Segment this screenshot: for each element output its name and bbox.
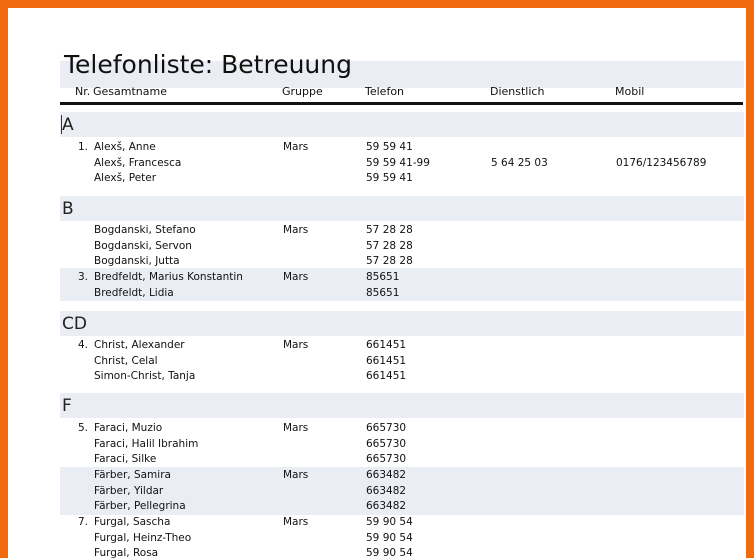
cell-gruppe: Mars <box>283 271 309 283</box>
cell-gruppe: Mars <box>283 422 309 434</box>
cell-telefon: 59 90 54 <box>366 547 413 558</box>
cell-gruppe: Mars <box>283 141 309 153</box>
cell-name: Bredfeldt, Marius Konstantin <box>94 271 243 283</box>
cell-name: Bogdanski, Stefano <box>94 224 196 236</box>
header-telefon: Telefon <box>365 85 405 98</box>
cell-name: Färber, Pellegrina <box>94 500 186 512</box>
section-letter: B <box>62 199 74 219</box>
text-cursor <box>61 115 62 134</box>
cell-name: Faraci, Muzio <box>94 422 163 434</box>
cell-telefon: 665730 <box>366 438 407 450</box>
cell-nr: 5. <box>77 422 88 434</box>
header-rule <box>60 102 743 105</box>
cell-name: Christ, Alexander <box>94 339 185 351</box>
cell-name: Furgal, Heinz-Theo <box>94 532 192 544</box>
cell-telefon: 57 28 28 <box>366 255 413 267</box>
cell-name: Bogdanski, Servon <box>94 240 192 252</box>
report-title: Telefonliste: Betreuung <box>64 50 352 79</box>
cell-telefon: 59 59 41-99 <box>366 157 430 169</box>
section-letter: F <box>62 396 72 416</box>
cell-telefon: 85651 <box>366 287 400 299</box>
cell-telefon: 663482 <box>366 469 407 481</box>
header-nr: Nr. <box>75 85 91 98</box>
row-band <box>60 268 744 301</box>
cell-telefon: 85651 <box>366 271 400 283</box>
cell-name: Bogdanski, Jutta <box>94 255 180 267</box>
cell-telefon: 663482 <box>366 485 407 497</box>
cell-telefon: 59 90 54 <box>366 516 413 528</box>
section-header-a: A <box>60 112 744 137</box>
section-header-f: F <box>60 393 744 418</box>
cell-mobil: 0176/123456789 <box>616 157 707 169</box>
cell-telefon: 57 28 28 <box>366 224 413 236</box>
cell-telefon: 57 28 28 <box>366 240 413 252</box>
section-letter: A <box>62 115 74 135</box>
cell-name: Simon-Christ, Tanja <box>94 370 196 382</box>
header-mobil: Mobil <box>615 85 645 98</box>
cell-name: Furgal, Rosa <box>94 547 159 558</box>
cell-telefon: 59 59 41 <box>366 141 413 153</box>
cell-gruppe: Mars <box>283 339 309 351</box>
row-band <box>60 467 744 515</box>
cell-telefon: 59 59 41 <box>366 172 413 184</box>
cell-gruppe: Mars <box>283 516 309 528</box>
section-header-b: B <box>60 196 744 221</box>
report-page: Telefonliste: Betreuung Nr. Gesamtname G… <box>8 8 746 558</box>
cell-name: Alexš, Peter <box>94 172 157 184</box>
cell-name: Alexš, Anne <box>94 141 156 153</box>
cell-telefon: 665730 <box>366 453 407 465</box>
header-dienstlich: Dienstlich <box>490 85 545 98</box>
cell-nr: 7. <box>77 516 88 528</box>
cell-name: Alexš, Francesca <box>94 157 182 169</box>
section-header-cd: CD <box>60 311 744 336</box>
cell-telefon: 661451 <box>366 355 407 367</box>
cell-name: Färber, Samira <box>94 469 171 481</box>
cell-name: Faraci, Halil Ibrahim <box>94 438 199 450</box>
header-gruppe: Gruppe <box>282 85 323 98</box>
cell-name: Faraci, Silke <box>94 453 157 465</box>
cell-name: Färber, Yildar <box>94 485 164 497</box>
cell-name: Bredfeldt, Lidia <box>94 287 174 299</box>
cell-telefon: 663482 <box>366 500 407 512</box>
cell-gruppe: Mars <box>283 469 309 481</box>
cell-name: Christ, Celal <box>94 355 158 367</box>
cell-gruppe: Mars <box>283 224 309 236</box>
section-letter: CD <box>62 314 87 334</box>
cell-nr: 4. <box>77 339 88 351</box>
cell-telefon: 59 90 54 <box>366 532 413 544</box>
cell-telefon: 661451 <box>366 339 407 351</box>
cell-dienstlich: 5 64 25 03 <box>491 157 548 169</box>
header-name: Gesamtname <box>93 85 167 98</box>
cell-telefon: 661451 <box>366 370 407 382</box>
title-band <box>60 61 744 88</box>
cell-name: Furgal, Sascha <box>94 516 171 528</box>
cell-telefon: 665730 <box>366 422 407 434</box>
cell-nr: 1. <box>77 141 88 153</box>
cell-nr: 3. <box>77 271 88 283</box>
